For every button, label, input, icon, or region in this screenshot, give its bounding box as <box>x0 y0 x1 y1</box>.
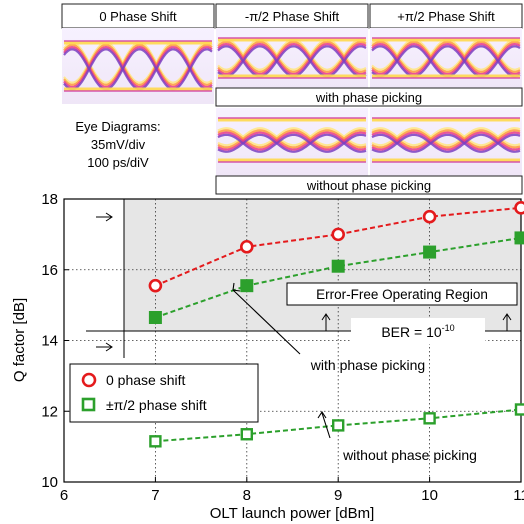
eye-trace <box>371 45 521 78</box>
y-axis-label: Q factor [dB] <box>11 298 28 382</box>
eye-trace <box>63 48 213 91</box>
with-phase-picking-panel-label: with phase picking <box>315 90 422 105</box>
data-point-square-open <box>514 403 524 416</box>
eye-trace <box>217 42 367 76</box>
without-phase-picking-panel-label: without phase picking <box>306 178 431 193</box>
data-point-circle <box>240 239 254 254</box>
data-point-square <box>514 231 524 245</box>
x-tick-label: 11 <box>513 487 524 504</box>
data-point-square-open <box>149 435 162 448</box>
eye-caption-line-2: 35mV/div <box>91 137 146 152</box>
annotation-arrows <box>232 282 331 439</box>
eye-trace <box>371 42 521 76</box>
q-factor-chart: 6 7 8 9 10 11 10 12 14 16 18 Error-Free Operating … <box>11 191 524 522</box>
data-point-circle <box>514 201 524 215</box>
eye-image-plus-pi2-without <box>370 108 522 176</box>
y-tick-label: 10 <box>41 474 58 491</box>
eye-image-minus-pi2-without <box>216 108 368 176</box>
eye-image-0-phase <box>62 28 214 104</box>
y-tick-label: 14 <box>41 333 58 350</box>
eye-trace <box>217 45 367 78</box>
data-point-square <box>148 311 162 325</box>
panel-label-plus-pi2: +π/2 Phase Shift <box>397 9 495 24</box>
eye-trace <box>371 131 521 151</box>
eye-caption-line-3: 100 ps/diV <box>87 155 149 170</box>
ber-label: BER = 10-10 <box>381 323 454 340</box>
eye-trace <box>217 40 367 74</box>
panel-label-minus-pi2: -π/2 Phase Shift <box>245 9 340 24</box>
legend-entry-0-phase-shift: 0 phase shift <box>106 372 185 388</box>
x-axis-label: OLT launch power [dBm] <box>210 505 375 522</box>
eye-trace <box>217 133 367 153</box>
eye-image-plus-pi2-with <box>370 28 522 88</box>
x-tick-label: 10 <box>421 487 438 504</box>
y-tick-label: 12 <box>41 403 58 420</box>
eye-image-minus-pi2-with <box>216 28 368 88</box>
data-point-square <box>423 245 437 259</box>
eye-trace <box>371 40 521 74</box>
with-phase-picking-annotation: with phase picking <box>310 357 425 373</box>
data-point-circle <box>331 227 346 242</box>
data-point-circle <box>148 278 163 293</box>
data-point-square-open <box>332 419 345 432</box>
legend: 0 phase shift ±π/2 phase shift <box>69 363 259 423</box>
eye-trace <box>217 131 367 151</box>
panel-label-0-phase: 0 Phase Shift <box>99 9 177 24</box>
error-free-region <box>124 199 521 331</box>
without-phase-picking-annotation: without phase picking <box>342 447 477 463</box>
axis-ticks: 6 7 8 9 10 11 10 12 14 16 18 <box>41 191 524 504</box>
data-point-square-open <box>240 428 254 441</box>
series-line-1 <box>155 236 522 319</box>
x-tick-label: 9 <box>334 487 342 504</box>
series-layer <box>148 201 524 448</box>
data-point-circle <box>422 209 437 224</box>
eye-caption-line-1: Eye Diagrams: <box>75 119 160 134</box>
legend-marker-square <box>81 397 96 412</box>
region-label: Error-Free Operating Region <box>316 287 488 302</box>
eye-trace <box>371 133 521 153</box>
y-tick-label: 16 <box>41 262 58 279</box>
legend-marker-circle <box>81 372 97 388</box>
data-point-square <box>240 279 254 293</box>
y-tick-label: 18 <box>41 191 58 208</box>
data-point-square-open <box>423 412 436 425</box>
legend-entry-pi2-phase-shift: ±π/2 phase shift <box>106 397 207 413</box>
series-line-0 <box>155 206 522 287</box>
x-tick-label: 7 <box>151 487 159 504</box>
eye-diagram-panels: 0 Phase Shift -π/2 Phase Shift +π/2 Phas… <box>61 3 523 195</box>
x-tick-label: 6 <box>60 487 68 504</box>
data-point-square <box>331 259 345 273</box>
x-tick-label: 8 <box>243 487 251 504</box>
series-line-2 <box>155 408 522 443</box>
